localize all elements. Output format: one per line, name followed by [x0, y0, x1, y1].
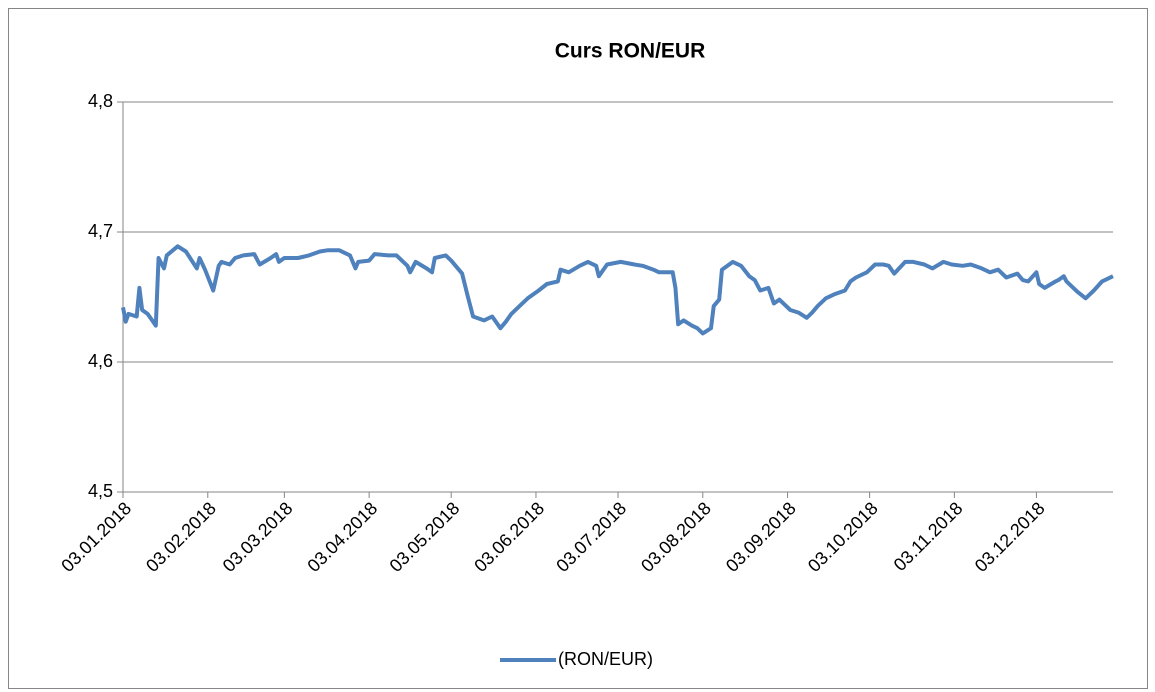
- y-tick-label: 4,7: [88, 221, 113, 241]
- data-line: [121, 244, 1114, 336]
- y-tick-label: 4,6: [88, 351, 113, 371]
- legend-label: (RON/EUR): [558, 649, 653, 669]
- chart-title: Curs RON/EUR: [555, 40, 706, 63]
- chart-border: [8, 8, 1148, 689]
- y-tick-label: 4,8: [88, 91, 113, 111]
- y-tick-label: 4,5: [88, 481, 113, 501]
